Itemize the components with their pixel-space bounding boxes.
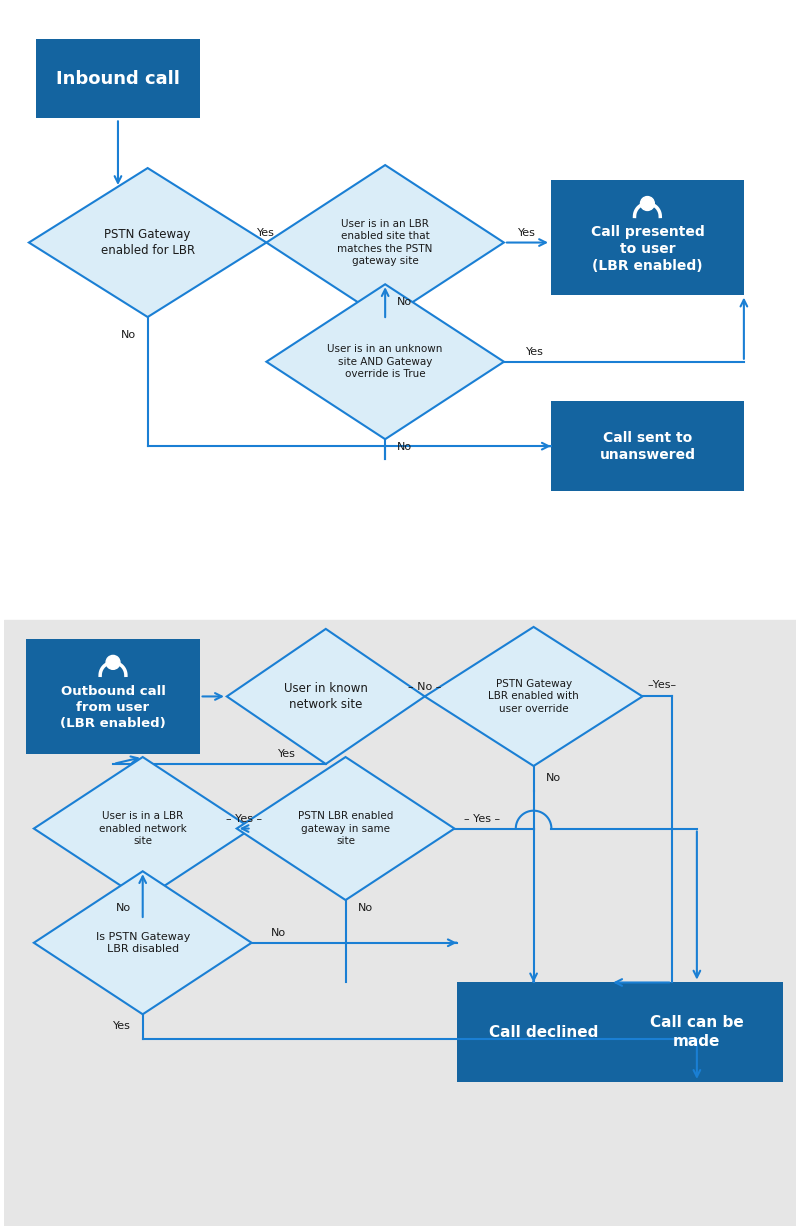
- Bar: [551, 401, 744, 491]
- Polygon shape: [29, 169, 266, 317]
- Bar: [551, 181, 744, 295]
- Text: Call presented
to user
(LBR enabled): Call presented to user (LBR enabled): [590, 225, 704, 273]
- Text: User is in an LBR
enabled site that
matches the PSTN
gateway site: User is in an LBR enabled site that matc…: [338, 219, 433, 266]
- Text: No: No: [546, 772, 561, 782]
- Text: No: No: [271, 927, 286, 937]
- Polygon shape: [266, 165, 504, 320]
- Text: No: No: [121, 330, 136, 339]
- Text: Yes: Yes: [518, 228, 536, 237]
- Bar: [4, 620, 796, 1226]
- Text: No: No: [358, 903, 373, 913]
- Text: Call sent to
unanswered: Call sent to unanswered: [599, 430, 695, 461]
- Polygon shape: [227, 629, 425, 764]
- Circle shape: [641, 197, 654, 210]
- Circle shape: [106, 656, 120, 669]
- Text: No: No: [397, 442, 412, 453]
- Text: PSTN Gateway
enabled for LBR: PSTN Gateway enabled for LBR: [101, 228, 194, 257]
- Bar: [36, 39, 200, 118]
- Text: Outbound call
from user
(LBR enabled): Outbound call from user (LBR enabled): [60, 685, 166, 731]
- Bar: [26, 640, 200, 754]
- Text: No: No: [397, 298, 412, 308]
- Text: –Yes–: –Yes–: [647, 679, 677, 690]
- Text: Yes: Yes: [526, 347, 543, 357]
- Text: – Yes –: – Yes –: [226, 813, 262, 824]
- Text: Yes: Yes: [113, 1021, 131, 1031]
- Text: Inbound call: Inbound call: [56, 70, 180, 87]
- Text: – No –: – No –: [408, 681, 442, 691]
- Text: – Yes –: – Yes –: [464, 813, 501, 824]
- Bar: [457, 983, 630, 1082]
- Text: No: No: [116, 903, 131, 913]
- Polygon shape: [237, 756, 454, 900]
- Text: Is PSTN Gateway
LBR disabled: Is PSTN Gateway LBR disabled: [95, 931, 190, 954]
- Polygon shape: [34, 871, 251, 1015]
- Text: User in known
network site: User in known network site: [284, 681, 368, 711]
- Text: Call declined: Call declined: [489, 1025, 598, 1039]
- Text: Call can be
made: Call can be made: [650, 1015, 744, 1049]
- Text: User is in a LBR
enabled network
site: User is in a LBR enabled network site: [99, 811, 186, 846]
- Text: PSTN LBR enabled
gateway in same
site: PSTN LBR enabled gateway in same site: [298, 811, 394, 846]
- Polygon shape: [266, 284, 504, 439]
- Polygon shape: [425, 627, 642, 766]
- Text: Yes: Yes: [258, 228, 275, 237]
- Bar: [610, 983, 783, 1082]
- Text: Yes: Yes: [278, 749, 296, 759]
- Text: User is in an unknown
site AND Gateway
override is True: User is in an unknown site AND Gateway o…: [327, 344, 443, 379]
- Text: PSTN Gateway
LBR enabled with
user override: PSTN Gateway LBR enabled with user overr…: [488, 679, 579, 713]
- Polygon shape: [34, 756, 251, 900]
